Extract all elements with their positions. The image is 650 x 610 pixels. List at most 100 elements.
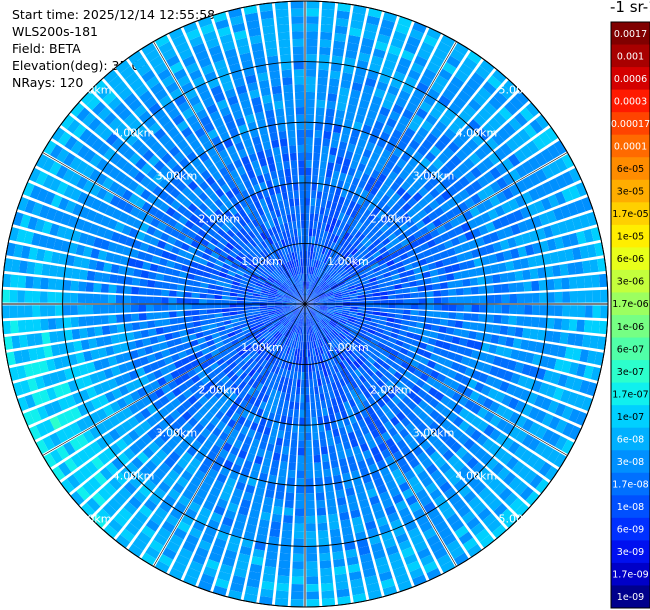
range-gate [153, 351, 164, 361]
range-gate [261, 290, 269, 295]
range-gate [319, 560, 332, 569]
range-gate [116, 323, 126, 333]
range-gate [562, 305, 571, 317]
range-gate [134, 157, 147, 170]
range-gate [320, 361, 326, 370]
range-gate [3, 258, 13, 272]
range-gate [514, 481, 528, 496]
range-gate [249, 509, 260, 519]
range-gate [295, 500, 305, 509]
range-gate [22, 182, 35, 197]
range-gate [366, 15, 381, 26]
range-gate [270, 405, 278, 414]
range-gate [259, 198, 267, 207]
range-gate [447, 281, 456, 289]
range-gate [285, 176, 292, 185]
range-gate [312, 275, 316, 283]
range-gate [469, 206, 481, 218]
range-gate [299, 298, 305, 304]
range-gate [53, 357, 64, 370]
range-gate [284, 99, 294, 109]
range-gate [402, 108, 414, 120]
range-gate [243, 256, 252, 264]
range-gate [168, 27, 184, 41]
range-gate [310, 243, 315, 252]
range-gate [243, 138, 253, 149]
range-gate [109, 324, 118, 334]
range-gate [309, 213, 315, 222]
range-gate [253, 104, 264, 114]
range-gate [358, 393, 367, 403]
range-gate [562, 171, 575, 186]
range-gate [341, 312, 350, 316]
range-gate [392, 278, 402, 285]
range-gate [368, 62, 382, 74]
range-gate [186, 328, 196, 335]
range-gate [445, 327, 455, 335]
range-gate [555, 419, 568, 434]
range-gate [429, 353, 440, 362]
range-gate [183, 21, 198, 34]
range-gate [80, 257, 90, 269]
colorbar-tick-label: 1e-06 [617, 322, 644, 333]
range-gate [372, 296, 381, 301]
range-gate [211, 52, 225, 64]
ray-84 [12, 304, 305, 397]
range-gate [432, 318, 441, 325]
range-gate [335, 264, 343, 272]
range-gate [497, 467, 511, 481]
range-gate [303, 266, 305, 274]
range-gate [172, 482, 185, 494]
range-gate [495, 345, 505, 356]
range-gate [264, 238, 271, 247]
range-gate [296, 122, 305, 130]
range-gate [435, 183, 446, 194]
range-gate [456, 253, 466, 263]
range-gate [400, 463, 412, 475]
range-gate [226, 254, 235, 262]
range-gate [576, 363, 587, 378]
range-gate [63, 409, 75, 424]
range-gate [305, 288, 308, 297]
range-gate [216, 420, 227, 431]
range-gate [357, 435, 366, 446]
range-gate [348, 571, 362, 581]
range-gate [293, 530, 304, 539]
range-gate [313, 152, 321, 161]
range-gate [314, 340, 319, 348]
range-gate [43, 345, 53, 358]
range-gate [281, 69, 293, 78]
range-gate [62, 292, 71, 303]
range-gate [319, 297, 327, 301]
range-gate [216, 358, 226, 366]
range-gate [331, 217, 338, 227]
range-gate [526, 140, 540, 155]
range-gate [486, 304, 495, 313]
range-gate [262, 317, 271, 323]
range-gate [377, 425, 387, 435]
range-gate [261, 504, 273, 514]
range-gate [373, 509, 386, 520]
range-gate [312, 299, 320, 302]
range-gate [295, 341, 299, 349]
range-gate [262, 259, 270, 267]
range-gate [377, 155, 388, 166]
range-gate [297, 325, 301, 334]
range-gate [263, 496, 274, 506]
range-gate [309, 379, 314, 388]
ray-62 [259, 304, 305, 606]
range-gate [283, 377, 289, 386]
range-gate [55, 165, 69, 180]
range-gate [197, 356, 207, 365]
range-gate [299, 311, 303, 319]
range-gate [278, 287, 286, 293]
range-gate [93, 471, 108, 486]
range-gate [422, 427, 433, 439]
range-gate [293, 371, 298, 380]
range-gate [322, 285, 330, 291]
range-gate [477, 420, 489, 433]
range-gate [283, 254, 289, 263]
range-gate [335, 302, 343, 304]
range-gate [138, 110, 152, 124]
range-gate [343, 376, 351, 385]
